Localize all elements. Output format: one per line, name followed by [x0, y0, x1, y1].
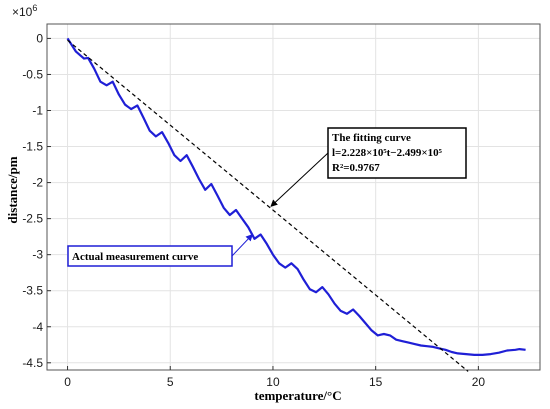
y-tick-label: -0.5 [22, 67, 43, 81]
series-layer [66, 37, 526, 372]
x-tick-label: 10 [266, 375, 280, 389]
fitting-curve-box-line: l=2.228×10⁵t−2.499×10⁵ [332, 147, 443, 159]
actual-curve-arrow [231, 233, 253, 257]
fitting-curve-line [67, 39, 469, 372]
y-tick-label: 0 [36, 31, 43, 45]
x-ticks: 0 5 10 15 20 [64, 366, 485, 389]
plot-frame [46, 23, 541, 371]
y-multiplier-exponent: 6 [32, 3, 37, 13]
grid [47, 24, 540, 370]
y-tick-label: -3 [32, 248, 43, 262]
fitting-curve-box-line: The fitting curve [332, 132, 411, 144]
y-axis-label: distance/pm [5, 156, 20, 223]
y-tick-label: -3.5 [22, 284, 43, 298]
y-tick-label: -2 [32, 176, 43, 190]
actual-curve-box-line: Actual measurement curve [72, 251, 198, 263]
actual-curve-box [67, 245, 233, 267]
y-tick-label: -2.5 [22, 212, 43, 226]
measurement-curve-line [66, 37, 526, 356]
x-tick-label: 15 [369, 375, 383, 389]
y-tick-label: -1.5 [22, 140, 43, 154]
y-tick-label: -1 [32, 104, 43, 118]
fitting-curve-box-line: R²=0.9767 [332, 162, 380, 174]
fitting-curve-arrow [270, 152, 329, 207]
annotations: The fitting curve l=2.228×10⁵t−2.499×10⁵ R… [67, 127, 467, 267]
x-tick-label: 0 [64, 375, 71, 389]
y-tick-label: -4 [32, 320, 43, 334]
fitting-curve-box [327, 127, 467, 179]
x-tick-label: 20 [472, 375, 486, 389]
x-tick-label: 5 [167, 375, 174, 389]
x-axis-label: temperature/°C [254, 388, 341, 403]
y-ticks: 0 -0.5 -1 -1.5 -2 -2.5 -3 -3.5 -4 -4.5 [22, 31, 51, 370]
y-tick-label: -4.5 [22, 356, 43, 370]
y-multiplier-label: ×106 [12, 3, 37, 19]
